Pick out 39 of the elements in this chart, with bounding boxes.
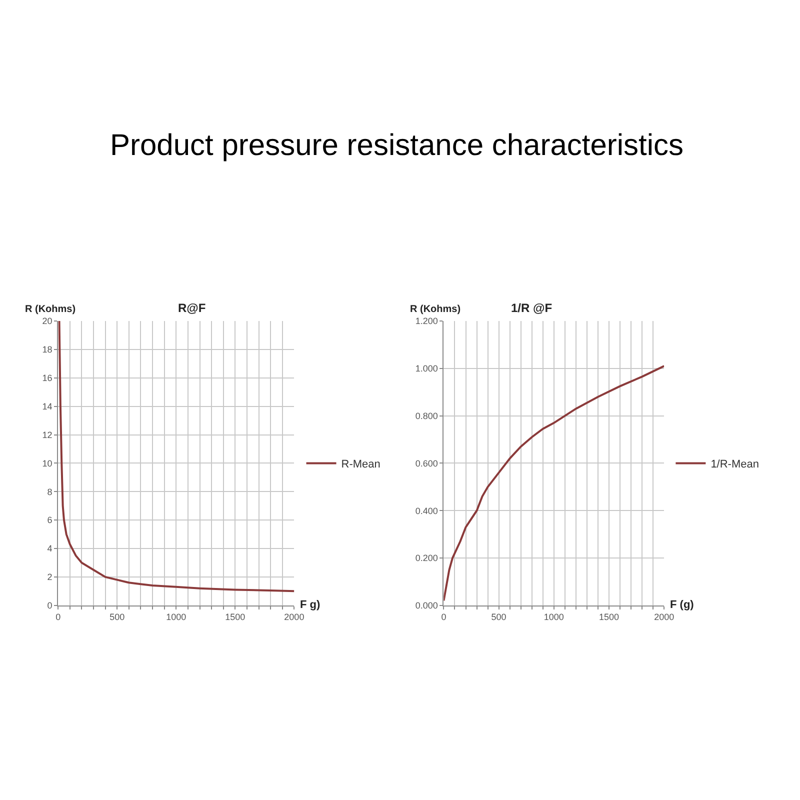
y-tick-label: 0.600 bbox=[415, 458, 438, 468]
x-tick-label: 500 bbox=[491, 612, 506, 622]
y-tick-label: 20 bbox=[42, 316, 52, 326]
legend-label: R-Mean bbox=[341, 458, 380, 470]
x-tick-label: 2000 bbox=[284, 612, 304, 622]
line-series bbox=[58, 321, 294, 592]
chart-title: 1/R @F bbox=[511, 301, 552, 315]
y-tick-label: 0.800 bbox=[415, 410, 438, 421]
x-tick-label: 0 bbox=[56, 612, 61, 622]
x-tick-label: 1500 bbox=[598, 612, 620, 622]
line-series bbox=[444, 365, 664, 602]
x-tick-label: 500 bbox=[110, 612, 125, 622]
y-tick-label: 0.000 bbox=[415, 600, 438, 611]
x-axis-title: F (g) bbox=[670, 599, 694, 611]
y-tick-label: 14 bbox=[42, 401, 52, 412]
x-tick-label: 1000 bbox=[544, 612, 564, 622]
y-tick-label: 0 bbox=[47, 600, 52, 611]
y-tick-label: 1.200 bbox=[415, 316, 438, 326]
x-tick-label: 0 bbox=[441, 612, 446, 622]
y-tick-label: 6 bbox=[47, 515, 52, 526]
y-tick-label: 10 bbox=[42, 458, 52, 468]
y-axis-title: R (Kohms) bbox=[410, 304, 461, 315]
y-tick-label: 0.400 bbox=[415, 506, 438, 516]
x-axis-title: F g) bbox=[300, 599, 320, 611]
text: Product pressure resistance characteristics bbox=[110, 129, 684, 162]
x-tick-label: 2000 bbox=[654, 612, 674, 622]
y-tick-label: 4 bbox=[47, 544, 52, 554]
y-tick-label: 0.200 bbox=[415, 553, 438, 564]
y-tick-label: 12 bbox=[42, 430, 52, 440]
y-tick-label: 16 bbox=[42, 373, 52, 384]
y-tick-label: 18 bbox=[42, 344, 52, 355]
x-tick-label: 1500 bbox=[225, 612, 246, 622]
y-tick-label: 2 bbox=[47, 572, 52, 582]
y-tick-label: 8 bbox=[47, 486, 52, 497]
x-tick-label: 1000 bbox=[166, 612, 186, 622]
y-axis-title: R (Kohms) bbox=[25, 304, 76, 315]
chart-title: R@F bbox=[178, 301, 206, 315]
y-tick-label: 1.000 bbox=[415, 364, 438, 374]
legend-label: 1/R-Mean bbox=[710, 458, 759, 470]
